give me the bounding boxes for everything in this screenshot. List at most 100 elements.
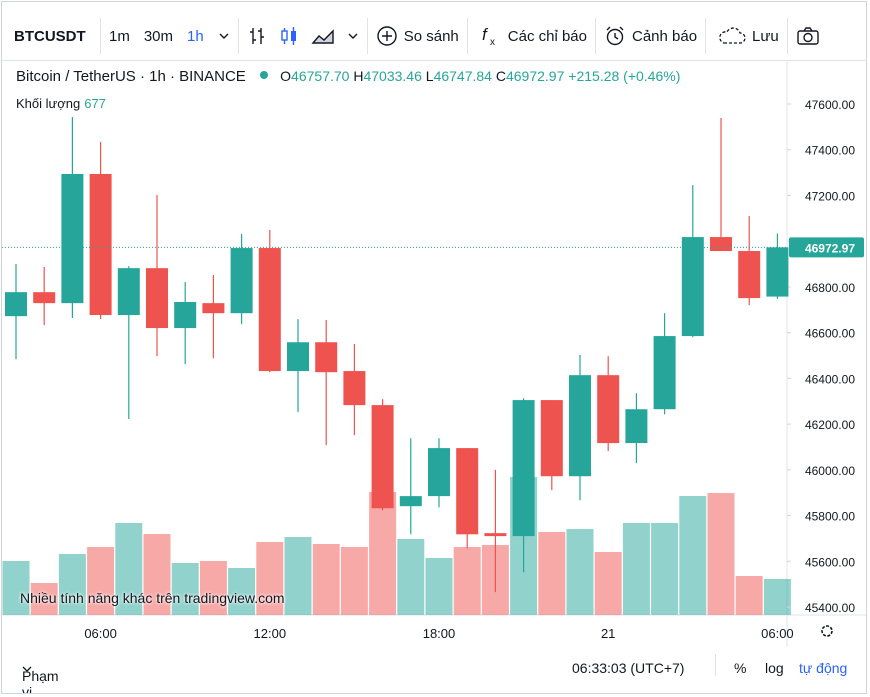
volume-label: Khối lượng — [16, 96, 81, 111]
cloud-icon — [719, 27, 746, 44]
camera-icon — [797, 27, 819, 45]
separator — [466, 18, 468, 54]
open-value: 46757.70 — [291, 68, 350, 84]
low-label: L — [425, 68, 434, 84]
candle-body — [33, 292, 56, 304]
auto-toggle[interactable]: tự động — [799, 660, 848, 676]
volume-bar — [143, 534, 171, 615]
clock: 06:33:03 (UTC+7) — [572, 660, 685, 676]
candle-body — [512, 400, 535, 537]
toolbar-border — [2, 60, 866, 61]
candle-body — [343, 371, 366, 406]
candle-body — [653, 336, 676, 410]
volume-bar — [171, 562, 199, 615]
symbol[interactable]: BTCUSDT — [14, 27, 86, 45]
svg-text:x: x — [490, 37, 495, 47]
dropdown-icon[interactable] — [218, 31, 230, 41]
interval[interactable]: 30m — [143, 27, 174, 45]
separator — [705, 18, 707, 54]
volume-bar — [425, 557, 453, 615]
volume-bar — [115, 523, 143, 615]
volume-bar — [453, 546, 481, 615]
range-button[interactable]: Phạm vi Ngày — [22, 660, 59, 693]
percent-toggle[interactable]: % — [734, 660, 747, 676]
footer: Phạm vi Ngày 06:33:03 (UTC+7) % log tự đ… — [2, 652, 866, 693]
snapshot-button[interactable] — [788, 12, 828, 60]
y-tick-label: 47600.00 — [805, 98, 855, 112]
candle-body — [681, 237, 704, 337]
separator — [366, 18, 368, 54]
candle-body — [315, 342, 338, 373]
y-tick-label: 45400.00 — [805, 601, 855, 615]
volume-bar — [87, 546, 115, 615]
volume-bar — [538, 531, 566, 615]
close-label: C — [495, 68, 506, 84]
candle-body — [766, 247, 789, 297]
separator — [237, 18, 239, 54]
save-button[interactable]: Lưu — [706, 12, 787, 60]
change: +215.28 (+0.46%) — [568, 68, 681, 84]
dropdown-icon — [22, 666, 32, 672]
ohlc: O46757.70 H47033.46 L46747.84 C46972.97 … — [280, 68, 680, 84]
x-tick-label: 06:00 — [84, 626, 117, 641]
candle-body — [287, 342, 309, 372]
y-tick-label: 46800.00 — [805, 281, 855, 295]
volume-bar — [651, 523, 679, 615]
volume-bar — [256, 541, 284, 615]
y-tick-label: 45800.00 — [805, 510, 855, 524]
candle-body — [371, 405, 394, 509]
candle-body — [174, 301, 197, 329]
separator — [594, 18, 596, 54]
volume-bar — [763, 578, 791, 615]
x-tick-label: 21 — [601, 626, 615, 641]
candle-body — [569, 375, 591, 477]
intervals: 1m 30m 1h — [101, 12, 238, 60]
range-label: Phạm vi Ngày — [22, 668, 59, 694]
volume-bar — [284, 536, 312, 615]
alerts-button[interactable]: Cảnh báo — [596, 12, 705, 60]
svg-text:f: f — [482, 25, 489, 44]
volume-bar — [594, 551, 622, 615]
candle-icon[interactable] — [279, 25, 299, 47]
candle-body — [710, 237, 732, 252]
volume-bar — [2, 560, 30, 615]
chart: 45400.00 45600.00 45800.00 46000.00 46200.00… — [2, 61, 866, 647]
settings-icon[interactable] — [821, 625, 833, 637]
interval[interactable]: 1h — [187, 27, 204, 45]
volume-value: 677 — [84, 96, 106, 111]
compare-button[interactable]: So sánh — [368, 12, 467, 60]
x-tick-label: 12:00 — [254, 626, 287, 641]
y-tick-label: 46400.00 — [805, 372, 855, 386]
volume-bar — [30, 582, 58, 615]
log-toggle[interactable]: log — [765, 660, 784, 676]
separator — [715, 654, 716, 676]
y-tick-label: 45600.00 — [805, 555, 855, 569]
volume-bar — [397, 539, 425, 615]
candle-body — [202, 303, 225, 314]
plus-icon — [377, 26, 397, 46]
interval[interactable]: 1m — [109, 27, 130, 45]
watermark[interactable]: Nhiều tính năng khác trên tradingview.co… — [20, 590, 285, 606]
candle-body — [456, 448, 479, 535]
area-icon[interactable] — [311, 25, 335, 47]
separator — [786, 18, 788, 54]
volume-bar — [707, 493, 735, 615]
high-label: H — [353, 68, 364, 84]
candle-body — [117, 268, 140, 316]
candle-body — [428, 448, 450, 497]
volume-bar — [566, 529, 594, 615]
chart-type — [239, 12, 367, 60]
bar-icon[interactable] — [247, 25, 267, 47]
dropdown-icon[interactable] — [347, 31, 359, 41]
x-tick-label: 06:00 — [761, 626, 794, 641]
y-tick-label: 47200.00 — [805, 189, 855, 203]
candle-body — [540, 400, 563, 477]
alerts-label: Cảnh báo — [631, 27, 698, 45]
candle-body — [230, 248, 253, 314]
open-label: O — [280, 68, 292, 84]
